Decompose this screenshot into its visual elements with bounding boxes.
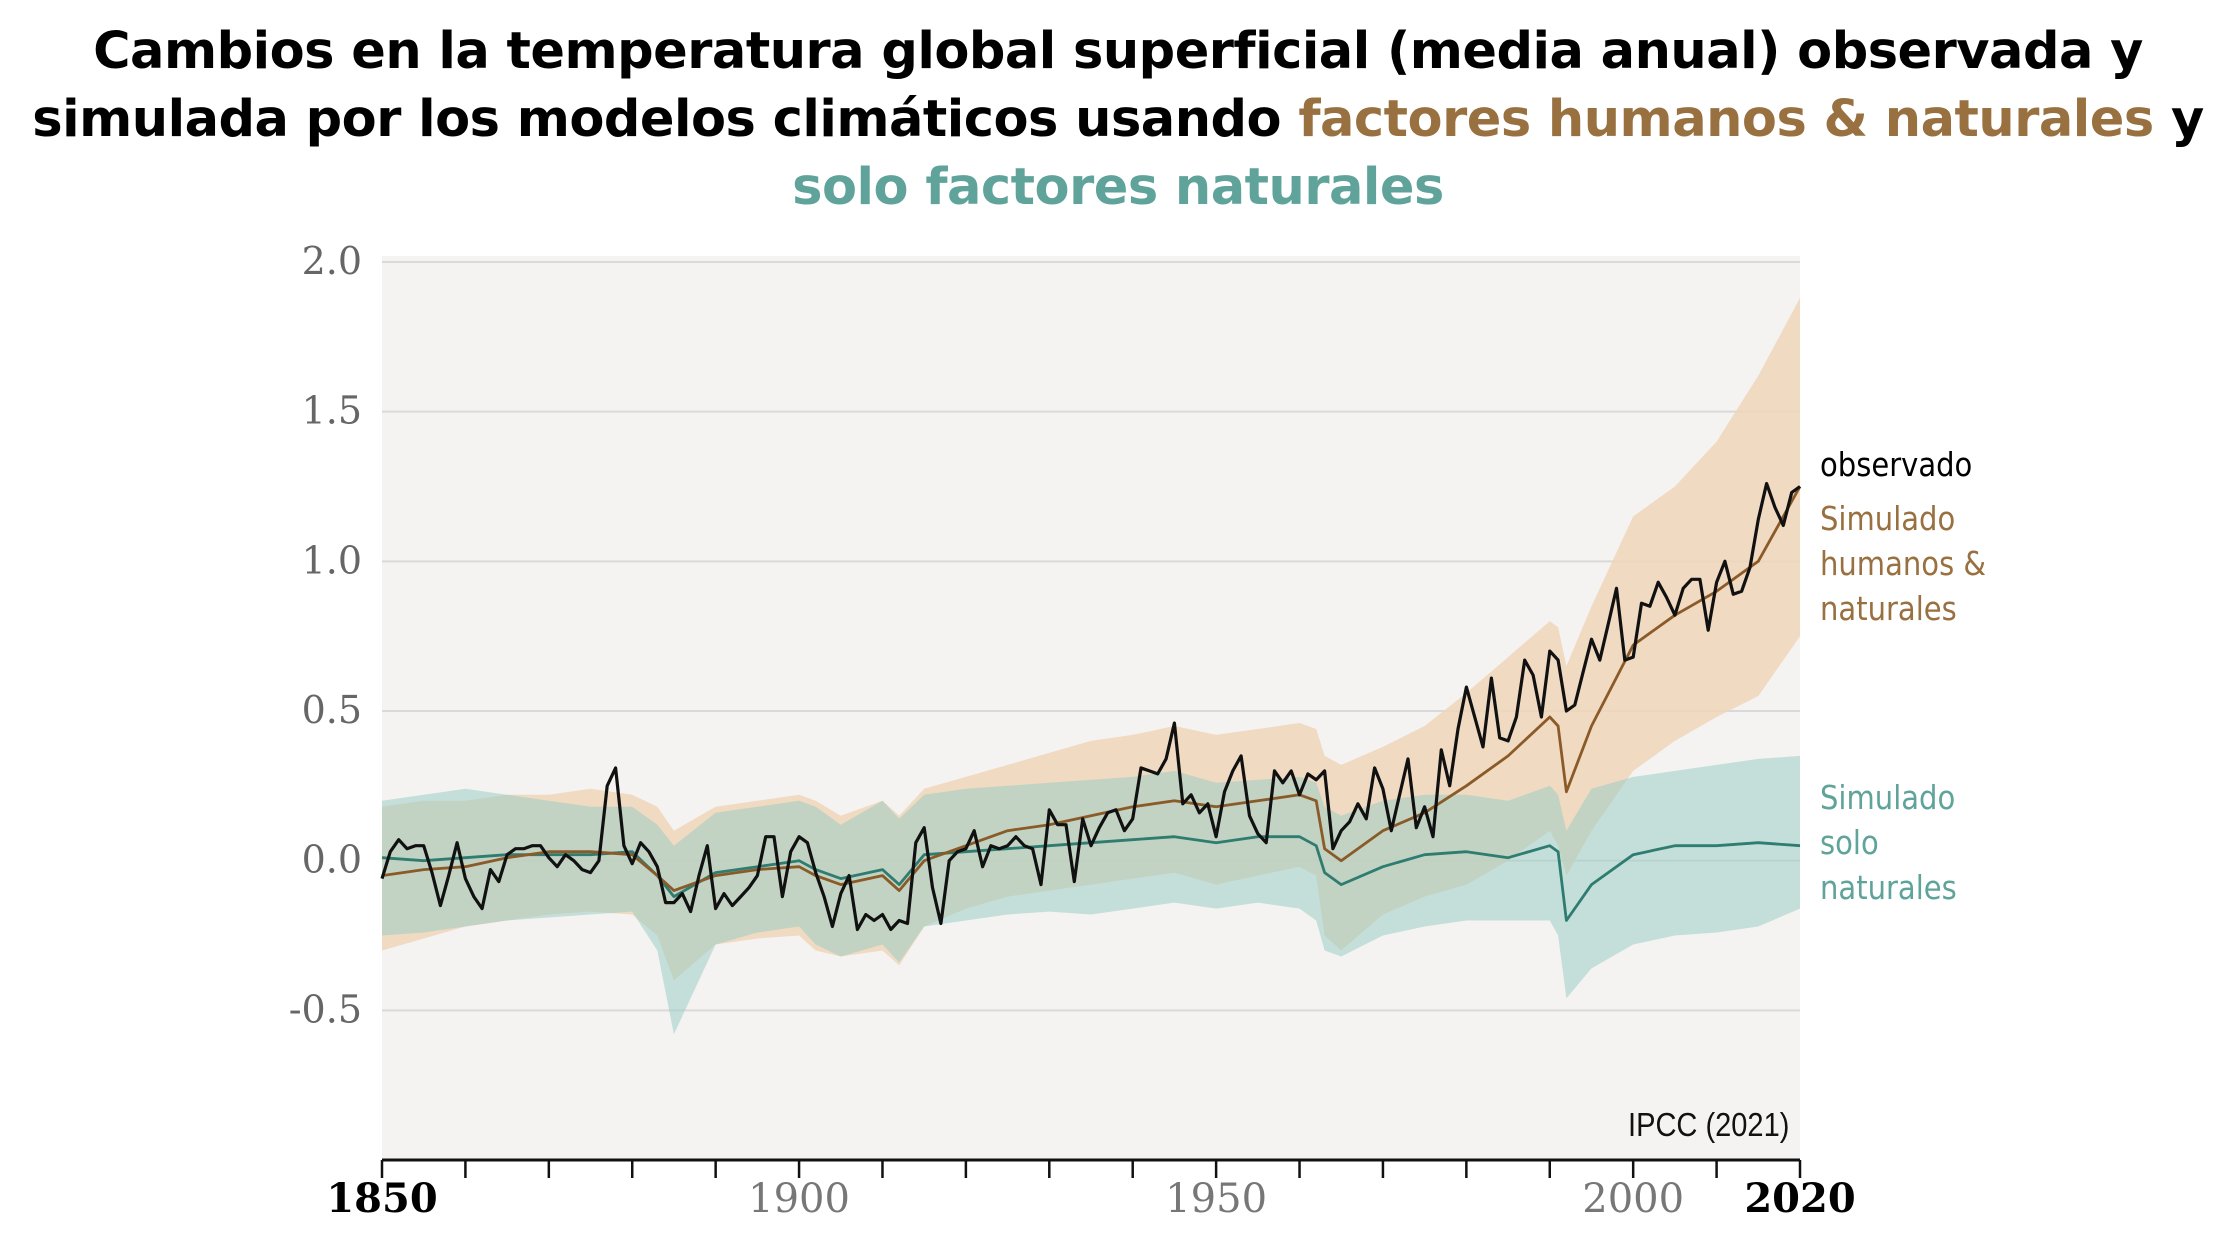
line-observed [380, 481, 1801, 932]
y-tick-label: 0.5 [302, 688, 362, 732]
source-label: IPCC (2021) [1628, 1106, 1790, 1143]
title-line-2-suffix: y [2153, 90, 2204, 149]
band-natural-only [382, 755, 1800, 1035]
legend-human-natural: Simulado humanos & naturales [1820, 499, 1987, 628]
y-tick-label: 1.5 [302, 389, 362, 433]
title-human-factors: factores humanos & naturales [1298, 90, 2154, 149]
legend-natural-only: Simulado solo naturales [1820, 778, 1957, 907]
title-line-2-prefix: simulada por los modelos climáticos usan… [32, 90, 1299, 149]
chart-title: Cambios en la temperatura global superfi… [0, 18, 2236, 222]
title-natural-factors: solo factores naturales [792, 158, 1444, 217]
x-tick-label: 1900 [748, 1176, 850, 1222]
title-line-1: Cambios en la temperatura global superfi… [93, 22, 2143, 81]
y-tick-label: 0.0 [302, 838, 362, 882]
x-tick-label: 1950 [1165, 1176, 1267, 1222]
y-tick-label: 2.0 [302, 239, 362, 283]
y-tick-label: 1.0 [302, 538, 362, 582]
legend-observed: observado [1820, 445, 1973, 484]
x-tick-label: 2020 [1744, 1175, 1855, 1222]
title-line-2: simulada por los modelos climáticos usan… [0, 86, 2236, 154]
x-tick-label: 2000 [1582, 1176, 1684, 1222]
x-tick-label: 1850 [326, 1175, 437, 1222]
y-tick-label: -0.5 [289, 987, 362, 1031]
